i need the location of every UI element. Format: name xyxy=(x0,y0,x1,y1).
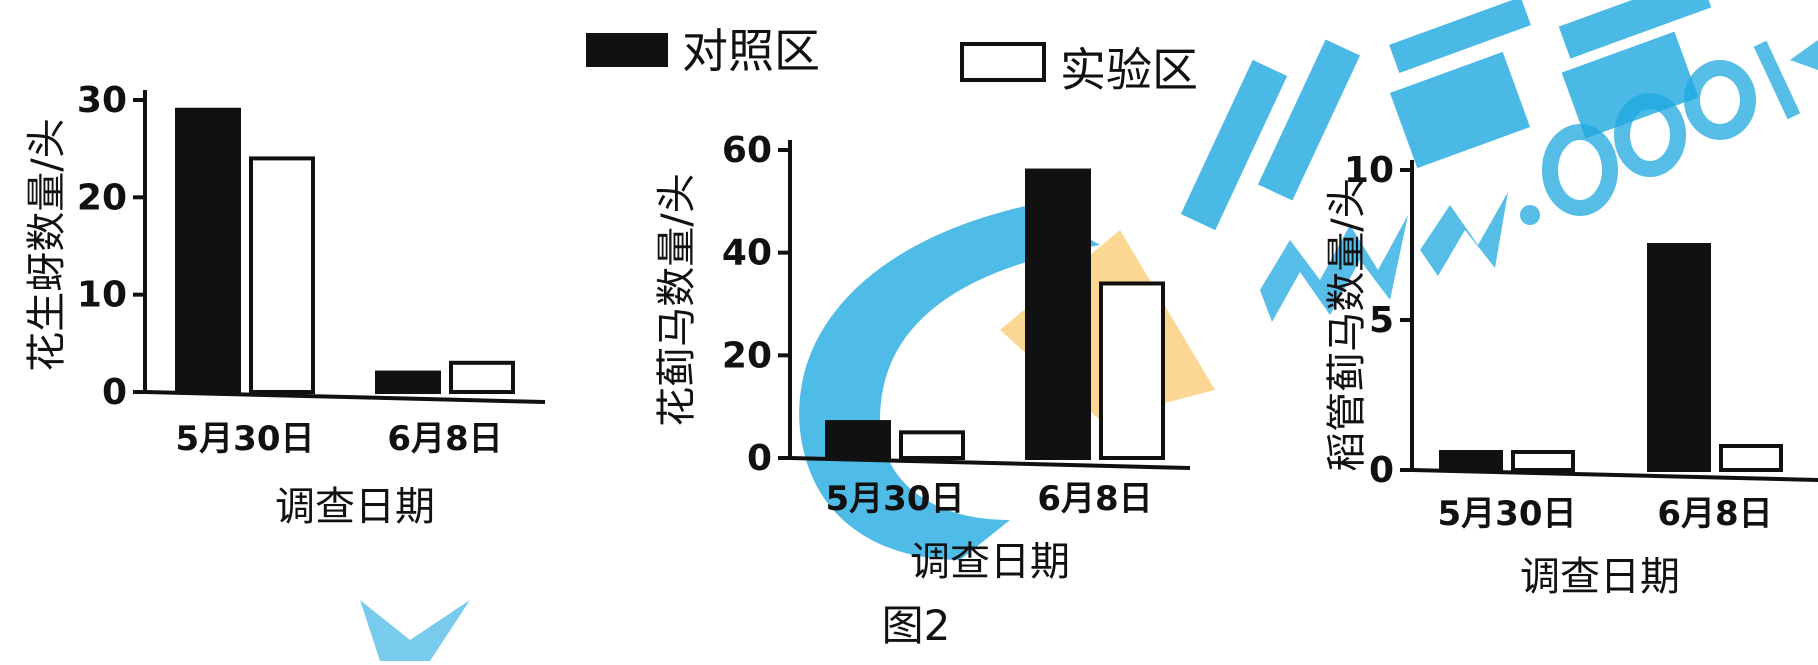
bar-control-0 xyxy=(175,107,241,394)
y-tick-label: 30 xyxy=(77,80,127,121)
y-tick-label: 10 xyxy=(77,275,127,316)
x-axis-title: 调查日期 xyxy=(1520,554,1680,600)
y-tick-label: 20 xyxy=(722,335,772,376)
y-axis-title: 花生蚜数量/头 xyxy=(24,118,70,371)
watermark-url-glyphs xyxy=(1260,40,1818,322)
watermark-brand-glyphs xyxy=(1180,0,1712,231)
bar-experiment-0 xyxy=(249,156,315,394)
y-tick-label: 0 xyxy=(1369,450,1394,491)
legend-swatch-control xyxy=(586,33,668,67)
bar-experiment-1 xyxy=(1099,281,1165,461)
y-tick-label: 60 xyxy=(722,130,772,171)
bar-control-1 xyxy=(1647,243,1711,472)
x-axis-title: 调查日期 xyxy=(910,539,1070,585)
x-category-label: 5月30日 xyxy=(826,479,965,519)
y-axis-title: 稻管蓟马数量/头 xyxy=(1324,178,1370,471)
x-category-label: 6月8日 xyxy=(1657,494,1772,534)
bar-control-1 xyxy=(375,370,441,394)
figure-caption: 图2 xyxy=(882,601,951,650)
watermark-swirl xyxy=(799,205,1100,560)
watermark-swirl-tail xyxy=(360,600,470,661)
x-category-label: 5月30日 xyxy=(1438,494,1577,534)
y-tick-label: 0 xyxy=(102,372,127,413)
bar-control-1 xyxy=(1025,168,1091,461)
x-category-label: 6月8日 xyxy=(1037,479,1152,519)
x-category-label: 5月30日 xyxy=(176,419,315,459)
y-tick-label: 5 xyxy=(1369,300,1394,341)
bar-experiment-1 xyxy=(449,360,515,394)
x-axis-title: 调查日期 xyxy=(275,484,435,530)
legend-label-experiment: 实验区 xyxy=(1060,43,1198,97)
x-category-label: 6月8日 xyxy=(387,419,502,459)
y-tick-label: 20 xyxy=(77,177,127,218)
bar-experiment-0 xyxy=(899,430,965,461)
legend-label-control: 对照区 xyxy=(682,24,820,78)
y-axis-title: 花蓟马数量/头 xyxy=(654,173,700,426)
bar-experiment-1 xyxy=(1719,444,1783,472)
y-tick-label: 0 xyxy=(747,438,772,479)
bar-experiment-0 xyxy=(1511,450,1575,472)
bar-control-0 xyxy=(1439,450,1503,472)
legend: 对照区 实验区 xyxy=(586,24,1198,97)
legend-swatch-experiment xyxy=(960,42,1046,82)
y-tick-label: 10 xyxy=(1344,150,1394,191)
bar-control-0 xyxy=(825,420,891,461)
y-tick-label: 40 xyxy=(722,233,772,274)
